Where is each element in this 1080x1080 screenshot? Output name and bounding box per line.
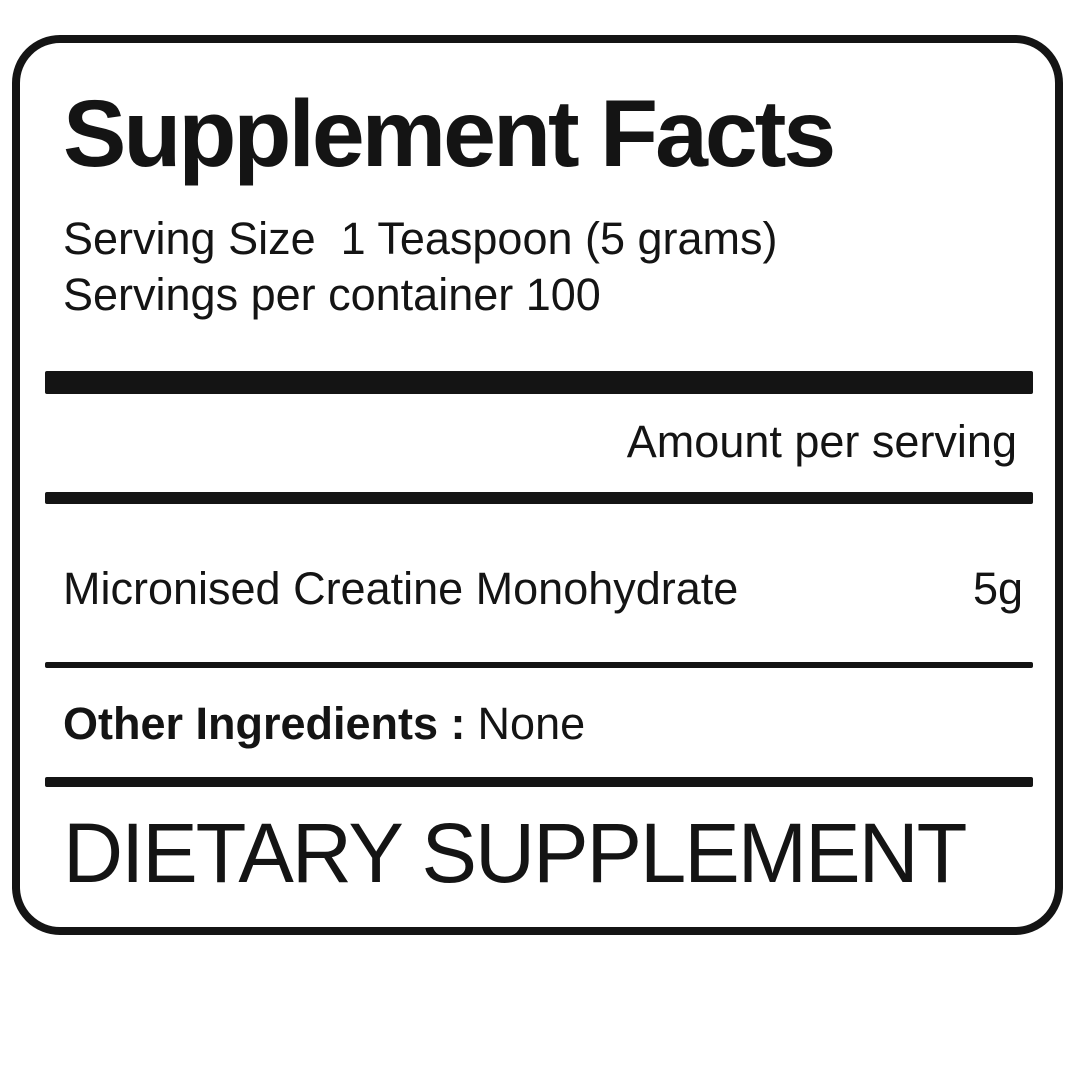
thick-divider xyxy=(45,371,1033,395)
serving-info-block: Serving Size 1 Teaspoon (5 grams) Servin… xyxy=(63,211,1025,324)
ingredient-row: Micronised Creatine Monohydrate 5g xyxy=(63,564,1025,614)
other-ingredients-value: None xyxy=(477,697,586,749)
amount-per-serving-header: Amount per serving xyxy=(626,416,1017,468)
bottom-divider xyxy=(45,777,1033,788)
ingredient-name: Micronised Creatine Monohydrate xyxy=(63,563,739,614)
other-ingredients-line: Other Ingredients : None xyxy=(63,698,1025,750)
dietary-supplement-text: DIETARY SUPPLEMENT xyxy=(63,806,967,901)
panel-title: Supplement Facts xyxy=(63,81,836,187)
supplement-facts-panel: Supplement Facts Serving Size 1 Teaspoon… xyxy=(12,35,1063,935)
servings-per-container-line: Servings per container 100 xyxy=(63,269,601,320)
other-ingredients-label: Other Ingredients : xyxy=(63,697,466,749)
thin-divider xyxy=(45,661,1033,668)
medium-divider xyxy=(45,492,1033,504)
ingredient-amount: 5g xyxy=(972,563,1023,614)
serving-size-line: Serving Size 1 Teaspoon (5 grams) xyxy=(63,212,778,264)
